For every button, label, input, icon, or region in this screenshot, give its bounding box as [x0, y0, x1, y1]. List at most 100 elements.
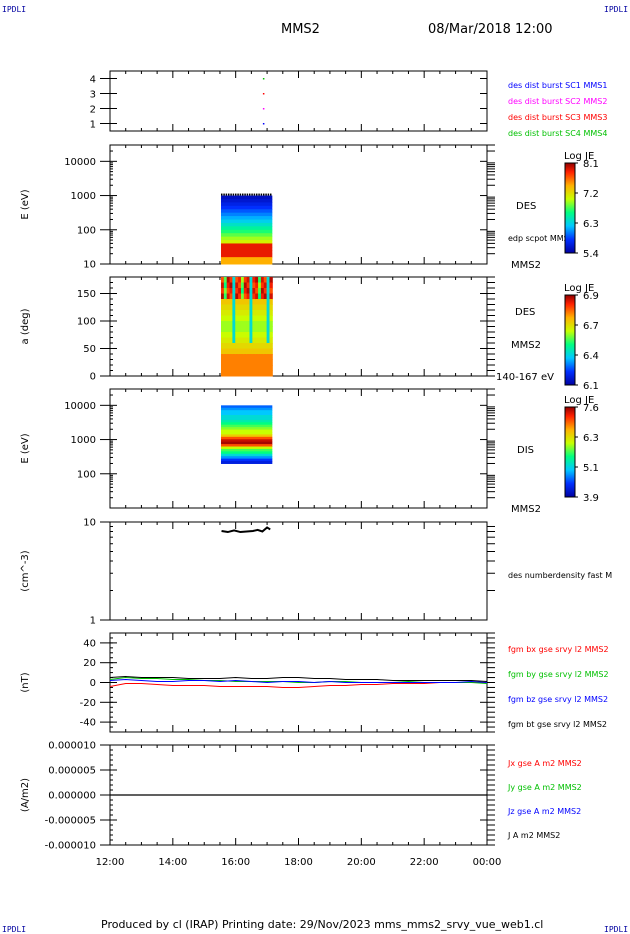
pitch-cell — [252, 359, 256, 366]
pitch-cell — [266, 299, 270, 305]
pitch-cell — [263, 359, 268, 366]
pitch-cell — [255, 365, 259, 371]
pitch-cell — [260, 359, 265, 366]
pitch-cell — [235, 365, 239, 371]
pitch-cell — [249, 359, 253, 366]
pitch-cell — [240, 304, 245, 311]
pitch-cell — [223, 315, 228, 322]
y-tick-label: 1000 — [71, 191, 96, 202]
pitch-cell — [243, 354, 248, 360]
pitch-cell — [238, 332, 242, 338]
y-tick-label: -40 — [80, 718, 96, 729]
y-axis-label: E (eV) — [20, 433, 31, 463]
pitch-cell — [249, 348, 253, 355]
pitch-cell — [263, 326, 268, 333]
pitch-cell — [232, 354, 236, 360]
pitch-cell — [255, 359, 259, 366]
pitch-cell — [269, 337, 273, 344]
pitch-cell — [226, 293, 231, 300]
colorbar-tick-label: 7.6 — [583, 403, 599, 414]
spectrogram-band — [221, 407, 273, 411]
panel-frame — [109, 388, 488, 509]
pitch-cell — [221, 370, 225, 377]
pitch-cell — [240, 326, 245, 333]
spectrogram-band — [221, 417, 273, 421]
y-tick-label: 10000 — [64, 401, 96, 412]
y-tick-label: 1 — [90, 120, 96, 131]
y-tick-label: 0 — [90, 372, 96, 383]
spectrogram-band — [221, 451, 273, 455]
pitch-cell — [263, 321, 268, 327]
spectrogram-edge — [260, 193, 263, 196]
pitch-cell — [269, 365, 273, 371]
pitch-cell — [266, 348, 270, 355]
pitch-cell — [258, 359, 262, 366]
panel-frame — [109, 70, 488, 132]
pitch-cell — [226, 354, 231, 360]
pitch-cell — [243, 343, 248, 349]
pitch-cell — [243, 370, 248, 377]
pitch-cell — [252, 293, 256, 300]
legend-entry: fgm by gse srvy l2 MMS2 — [508, 670, 609, 679]
pitch-cell — [235, 315, 239, 322]
pitch-cell — [266, 293, 270, 300]
pitch-cell — [255, 288, 259, 294]
pitch-cell — [269, 321, 273, 327]
spectrogram-band — [221, 226, 273, 231]
pitch-cell — [240, 277, 245, 283]
pitch-cell — [226, 348, 231, 355]
pitch-cell — [238, 337, 242, 344]
pitch-cell — [223, 326, 228, 333]
y-tick-label: 40 — [83, 638, 96, 649]
pitch-cell — [266, 304, 270, 311]
pitch-cell — [258, 365, 262, 371]
spectrogram-edge — [230, 193, 232, 196]
pitch-cell — [263, 282, 268, 289]
pitch-cell — [223, 310, 228, 316]
pitch-cell — [240, 310, 245, 316]
colorbar — [564, 294, 576, 386]
pitch-cell — [246, 359, 251, 366]
legend-entry: fgm bx gse srvy l2 MMS2 — [508, 645, 609, 654]
panel-4: 10000 1000 100 E (eV) DIS MMS2 Log JE7.6 6.3 5.1… — [20, 388, 599, 515]
pitch-cell — [221, 343, 225, 349]
pitch-cell — [243, 348, 248, 355]
pitch-cell — [229, 277, 233, 283]
spectrogram-edge — [225, 193, 228, 196]
spectrogram-edge — [232, 193, 235, 196]
pitch-cell — [263, 304, 268, 311]
pitch-cell — [246, 348, 251, 355]
pitch-cell — [240, 332, 245, 338]
pitch-cell — [243, 304, 248, 311]
pitch-cell — [232, 365, 236, 371]
corner-label-top-right: IPDLI — [604, 5, 629, 14]
footer-text: Produced by cl (IRAP) Printing date: 29/… — [101, 918, 544, 931]
y-axis-label: (A/m2) — [20, 778, 31, 812]
pitch-cell — [223, 299, 228, 305]
pitch-cell — [255, 293, 259, 300]
pitch-cell — [238, 288, 242, 294]
pitch-cell — [223, 304, 228, 311]
y-axis-label: (nT) — [20, 672, 31, 692]
spectrogram-band — [221, 458, 273, 462]
pitch-cell — [221, 293, 225, 300]
spectrogram-band — [221, 257, 273, 262]
pitch-cell — [229, 304, 233, 311]
pitch-cell — [252, 282, 256, 289]
pitch-cell — [229, 348, 233, 355]
pitch-cell — [249, 337, 253, 344]
pitch-cell — [221, 310, 225, 316]
spectrogram-band — [221, 424, 273, 428]
panel-frame — [109, 521, 488, 621]
y-tick-label: 10 — [83, 518, 96, 529]
pitch-cell — [258, 293, 262, 300]
pitch-cell — [240, 337, 245, 344]
corner-label-bottom-left: IPDLI — [2, 925, 27, 934]
pitch-cell — [260, 326, 265, 333]
spacecraft-label: MMS2 — [511, 504, 541, 515]
pitch-cell — [226, 282, 231, 289]
pitch-cell — [226, 370, 231, 377]
pitch-cell — [252, 321, 256, 327]
pitch-cell — [269, 370, 273, 377]
pitch-cell — [269, 348, 273, 355]
